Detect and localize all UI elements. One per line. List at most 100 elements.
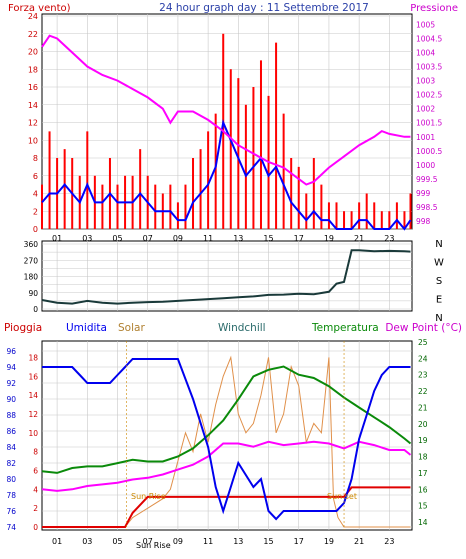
y2-tick-label: 1000.5 bbox=[416, 147, 442, 156]
x-tick-label: 21 bbox=[354, 537, 364, 546]
y-tick-label: 14 bbox=[28, 101, 38, 110]
y-tick-label: 12 bbox=[28, 119, 38, 128]
humidity-tick-label: 74 bbox=[6, 523, 16, 532]
x-tick-label: 13 bbox=[233, 537, 243, 546]
humidity-tick-label: 88 bbox=[6, 411, 16, 420]
humidity-tick-label: 76 bbox=[6, 507, 16, 516]
humidity-tick-label: 92 bbox=[6, 379, 16, 388]
x-tick-label: 05 bbox=[112, 234, 122, 243]
y-tick-label: 180 bbox=[24, 273, 39, 282]
x-tick-label: 23 bbox=[384, 537, 394, 546]
compass-label: S bbox=[436, 276, 442, 287]
humidity-tick-label: 80 bbox=[6, 475, 16, 484]
y-tick-label: 6 bbox=[33, 172, 38, 181]
y2-tick-label: 1005 bbox=[416, 20, 435, 29]
sunrise-plot-label: Sun Rise bbox=[131, 492, 166, 501]
temperature-tick-label: 24 bbox=[418, 354, 428, 363]
rain-tick-label: 4 bbox=[33, 485, 38, 494]
x-tick-label: 01 bbox=[52, 234, 62, 243]
y-tick-label: 360 bbox=[24, 240, 39, 249]
legend-windchill: Windchill bbox=[218, 322, 266, 334]
legend-temperature: Temperatura bbox=[311, 322, 379, 334]
weather-panel: 7476788082848688909294960246810121416181… bbox=[6, 338, 427, 546]
humidity-tick-label: 82 bbox=[6, 459, 16, 468]
compass-label: E bbox=[436, 295, 442, 306]
y-tick-label: 24 bbox=[28, 12, 38, 21]
wind-speed-label: Forza vento) bbox=[8, 3, 71, 14]
humidity-tick-label: 96 bbox=[6, 347, 16, 356]
x-tick-label: 13 bbox=[233, 234, 243, 243]
x-tick-label: 21 bbox=[354, 234, 364, 243]
x-tick-label: 09 bbox=[173, 234, 183, 243]
y-tick-label: 0 bbox=[33, 305, 38, 314]
pressure-line bbox=[41, 34, 411, 186]
y2-tick-label: 1001 bbox=[416, 133, 435, 142]
y2-tick-label: 1000 bbox=[416, 161, 435, 170]
x-tick-label: 17 bbox=[294, 537, 304, 546]
rain-tick-label: 2 bbox=[33, 504, 38, 513]
rain-tick-label: 0 bbox=[33, 523, 38, 532]
sunrise-axis-label: Sun Rise bbox=[136, 541, 171, 550]
sunset-plot-label: Sun set bbox=[327, 492, 357, 501]
y-tick-label: 16 bbox=[28, 83, 38, 92]
x-tick-label: 19 bbox=[324, 234, 334, 243]
dewpoint-line bbox=[41, 440, 412, 492]
humidity-tick-label: 90 bbox=[6, 395, 16, 404]
humidity-line bbox=[42, 358, 411, 521]
x-tick-label: 07 bbox=[143, 537, 153, 546]
compass-label: W bbox=[434, 258, 444, 269]
temperature-tick-label: 19 bbox=[418, 436, 428, 445]
humidity-tick-label: 78 bbox=[6, 491, 16, 500]
legend-humidity: Umidita bbox=[66, 322, 107, 334]
x-tick-label: 11 bbox=[203, 234, 213, 243]
y2-tick-label: 999 bbox=[416, 189, 431, 198]
solar-line bbox=[42, 355, 411, 528]
x-tick-label: 03 bbox=[82, 537, 92, 546]
rain-tick-label: 10 bbox=[28, 429, 38, 438]
x-tick-label: 15 bbox=[263, 234, 273, 243]
rain-line bbox=[42, 486, 411, 528]
y2-tick-label: 1003 bbox=[416, 77, 435, 86]
temperature-tick-label: 14 bbox=[418, 518, 428, 527]
legend-dewpoint: Dew Point (°C) bbox=[385, 322, 462, 334]
wind-direction-line bbox=[41, 249, 411, 305]
x-tick-label: 11 bbox=[203, 537, 213, 546]
chart-title: 24 hour graph day : 11 Settembre 2017 bbox=[159, 2, 369, 14]
y2-tick-label: 1002.5 bbox=[416, 91, 442, 100]
temperature-tick-label: 22 bbox=[418, 387, 428, 396]
x-tick-label: 17 bbox=[294, 234, 304, 243]
y2-tick-label: 1001.5 bbox=[416, 119, 442, 128]
temperature-tick-label: 18 bbox=[418, 453, 428, 462]
y-tick-label: 4 bbox=[33, 190, 38, 199]
temperature-tick-label: 21 bbox=[418, 403, 428, 412]
legend-rain: Pioggia bbox=[4, 322, 42, 334]
y2-tick-label: 1004 bbox=[416, 49, 435, 58]
humidity-tick-label: 94 bbox=[6, 363, 16, 372]
x-tick-label: 09 bbox=[173, 537, 183, 546]
x-tick-label: 07 bbox=[143, 234, 153, 243]
x-tick-label: 15 bbox=[263, 537, 273, 546]
rain-tick-label: 6 bbox=[33, 466, 38, 475]
y2-tick-label: 1002 bbox=[416, 105, 435, 114]
y-tick-label: 0 bbox=[33, 225, 38, 234]
temperature-tick-label: 16 bbox=[418, 485, 428, 494]
x-tick-label: 03 bbox=[82, 234, 92, 243]
temperature-tick-label: 23 bbox=[418, 371, 428, 380]
compass-label: N bbox=[435, 313, 442, 324]
plot-frame bbox=[41, 13, 413, 230]
rain-tick-label: 8 bbox=[33, 448, 38, 457]
x-tick-label: 05 bbox=[112, 537, 122, 546]
y2-tick-label: 999.5 bbox=[416, 175, 438, 184]
temperature-tick-label: 17 bbox=[418, 469, 428, 478]
x-tick-label: 23 bbox=[384, 234, 394, 243]
humidity-tick-label: 84 bbox=[6, 443, 16, 452]
y-tick-label: 8 bbox=[33, 154, 38, 163]
x-tick-label: 01 bbox=[52, 537, 62, 546]
temperature-tick-label: 25 bbox=[418, 338, 428, 347]
y-tick-label: 20 bbox=[28, 48, 38, 57]
y-tick-label: 18 bbox=[28, 65, 38, 74]
rain-tick-label: 12 bbox=[28, 410, 38, 419]
